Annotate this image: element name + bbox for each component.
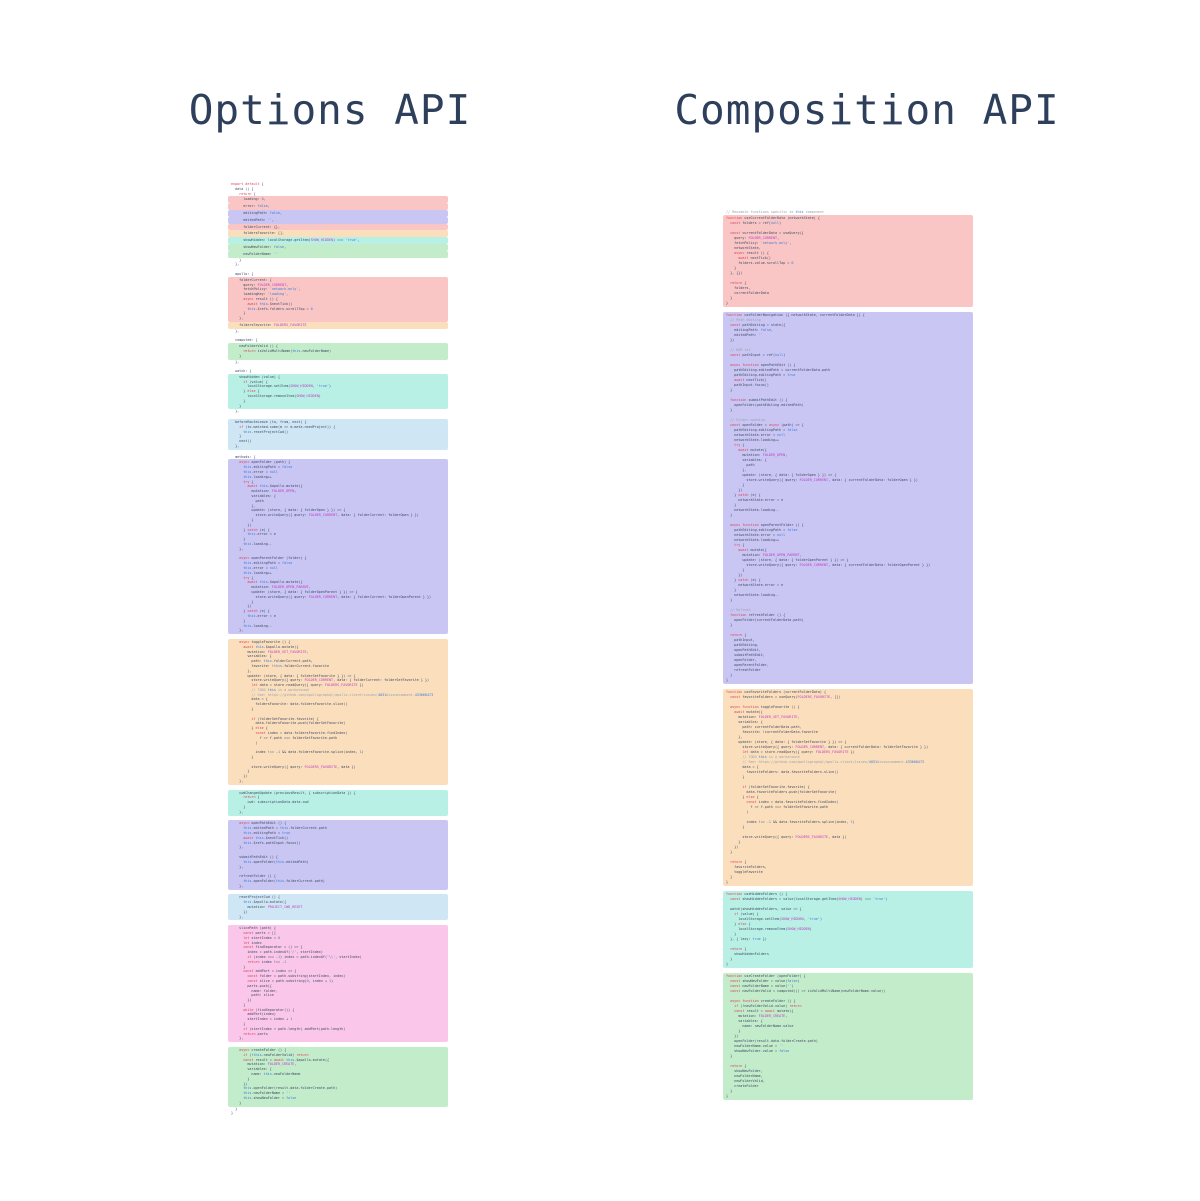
code-segment-green: showNewFolder: false,: [228, 243, 448, 251]
code-segment-salmon: folderCurrent: { query: FOLDER_CURRENT, …: [228, 276, 448, 322]
code-segment-purple: editedPath: '',: [228, 216, 448, 224]
code-segment-blue: beforeRouteLeave (to, from, next) { if (…: [228, 419, 448, 450]
code-segment-orange: foldersFavorite: FOLDERS_FAVORITE: [228, 321, 448, 329]
options-api-title: Options API: [188, 86, 472, 134]
code-segment-plain: // Reusable functions specific to this c…: [726, 210, 824, 214]
code-segment-plain: }, computed: {: [235, 328, 258, 343]
code-segment-cyan: cwdChangedUpdate (previousResult, { subs…: [228, 789, 448, 816]
code-segment-green: async createFolder () { if (!this.newFol…: [228, 1047, 448, 1107]
code-segment-cyan: showHidden: localStorage.getItem(SHOW_HI…: [228, 237, 448, 244]
code-column-composition: // Reusable functions specific to this c…: [723, 210, 973, 1100]
code-segment-plain: [228, 785, 448, 790]
code-column-options: export default { data () { return { load…: [228, 182, 448, 1116]
code-segment-green: newFolderName: '': [228, 250, 448, 258]
code-segment-purple: function useFolderNavigation ({ networkS…: [723, 312, 973, 684]
code-segment-orange: foldersFavorite: [],: [228, 230, 448, 238]
code-segment-pink: slicePath (path) { const parts = [] let …: [228, 925, 448, 1043]
composition-api-title: Composition API: [674, 86, 1060, 134]
code-segment-cyan: function useHiddenFolders () { const sho…: [723, 891, 973, 968]
code-segment-salmon: function useCurrentFolderData (networkSt…: [723, 215, 973, 307]
code-segment-salmon: error: false,: [228, 203, 448, 210]
code-segment-plain: }, watch: {: [235, 359, 252, 374]
code-segment-salmon: folderCurrent: {},: [228, 223, 448, 231]
code-segment-orange: async toggleFavorite () { await this.$ap…: [228, 638, 448, 785]
code-segment-plain: } }, apollo: {: [235, 257, 254, 276]
code-segment-blue: resetProjectCwd () { this.$apollo.mutate…: [228, 894, 448, 921]
code-segment-cyan: showHidden (value) { if (value) { localS…: [228, 373, 448, 410]
code-segment-green: function useCreateFolder (openFolder) { …: [723, 973, 973, 1100]
code-segment-purple: async openPathEdit () { this.editedPath …: [228, 820, 448, 890]
code-segment-orange: function useFavoriteFolders (currentFold…: [723, 689, 973, 886]
code-segment-plain: } }: [231, 1106, 238, 1116]
code-segment-green: newFolderValid () { return isValidMultiN…: [228, 343, 448, 360]
code-segment-purple: editingPath: false,: [228, 209, 448, 217]
code-segment-plain: methods: {: [235, 454, 256, 459]
code-segment-salmon: loading: 0,: [228, 196, 448, 204]
code-segment-plain: export default { data () { return {: [231, 182, 264, 196]
code-segment-plain: },: [231, 409, 240, 414]
code-segment-purple: async openFolder (path) { this.editingPa…: [228, 459, 448, 635]
